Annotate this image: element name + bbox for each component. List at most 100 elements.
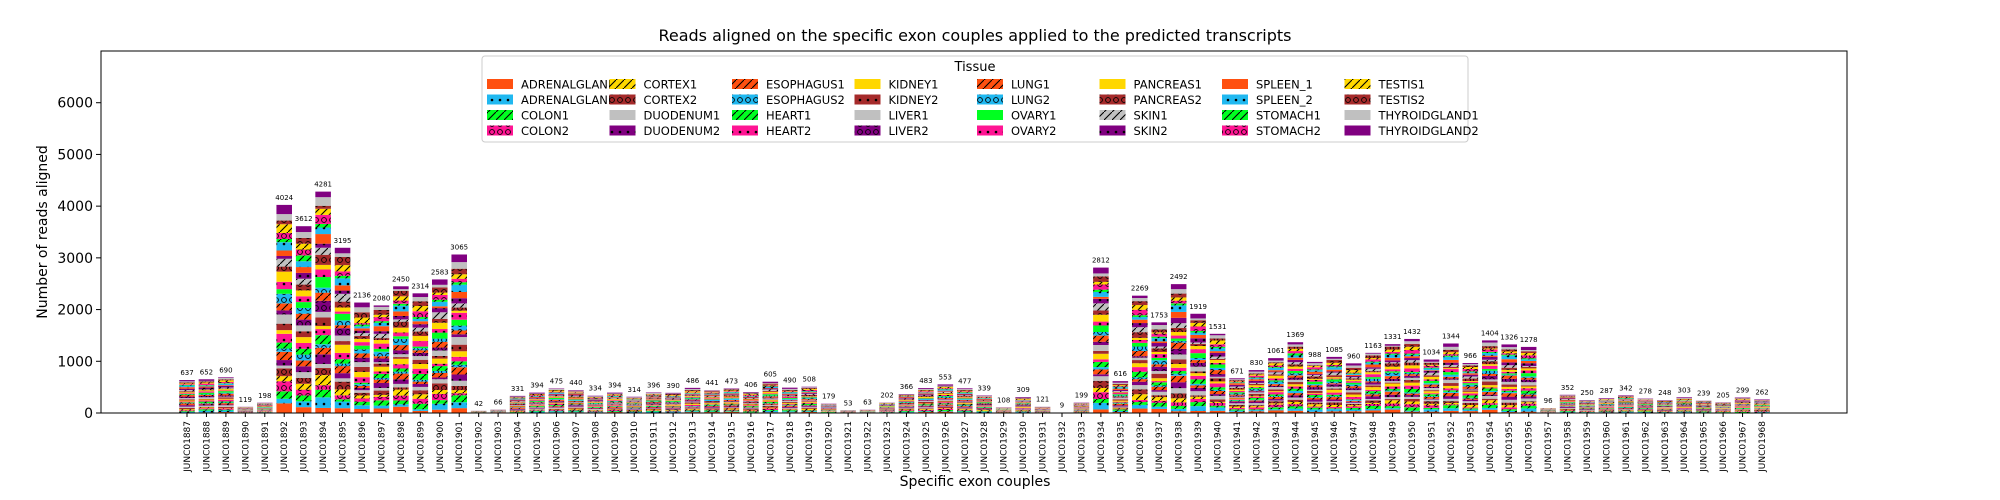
bar-segment-cortex1	[1404, 401, 1420, 405]
bar-segment-lung2	[1520, 376, 1537, 378]
bar-segment-lung2	[801, 398, 817, 400]
bar-segment-spleen_1	[665, 397, 681, 399]
bar-stack	[179, 380, 195, 413]
bar-segment-ovary1	[218, 391, 234, 393]
bar-segment-pancreas2	[1482, 361, 1498, 365]
bar-segment-esophagus2	[276, 348, 292, 352]
bar-stack	[1462, 363, 1479, 413]
bar-segment-thyroidgland2	[295, 226, 312, 233]
bar-segment-kidney2	[937, 400, 954, 402]
bar-segment-pancreas1	[1151, 352, 1167, 355]
bar-segment-lung2	[568, 400, 584, 401]
bar-segment-heart2	[937, 402, 954, 404]
bar-stack	[1268, 358, 1284, 413]
bar-segment-skin2	[1404, 358, 1420, 361]
bar-segment-spleen_1	[276, 250, 292, 257]
bar-segment-spleen_1	[1209, 351, 1226, 353]
bar-segment-spleen_1	[548, 393, 565, 395]
bar-segment-thyroidgland1	[1248, 371, 1265, 374]
bar-segment-esophagus1	[1170, 375, 1187, 383]
bar-data-label: 2583	[431, 268, 449, 276]
bar-segment-heart1	[354, 382, 370, 385]
bar-segment-cortex2	[334, 381, 351, 390]
bar-segment-spleen_1	[1462, 373, 1479, 375]
bar-segment-testis1	[801, 388, 817, 390]
bar-segment-cortex1	[1715, 411, 1731, 412]
bar-segment-pancreas1	[1462, 381, 1479, 382]
bar-segment-colon2	[626, 410, 642, 412]
bar-segment-ovary2	[1462, 381, 1479, 384]
bar-segment-ovary1	[1637, 404, 1654, 405]
bar-segment-thyroidgland2	[1209, 333, 1226, 336]
bar-segment-lung2	[1365, 378, 1381, 382]
bar-segment-stomach2	[198, 383, 215, 386]
bar-segment-testis2	[782, 389, 798, 391]
bar-segment-heart1	[1404, 388, 1420, 393]
bar-data-label: 3612	[295, 215, 313, 223]
x-tick-label: JUNC01923	[883, 421, 893, 473]
bar-segment-stomach2	[1093, 284, 1109, 290]
bar-segment-esophagus1	[1482, 392, 1498, 395]
bar-segment-testis1	[1132, 305, 1148, 310]
bar-segment-kidney1	[704, 403, 720, 405]
legend-swatch	[732, 79, 758, 89]
bar-stack	[198, 379, 215, 413]
bar-segment-colon2	[1734, 411, 1751, 412]
legend-label: ADRENALGLAND1	[521, 78, 624, 92]
bar-segment-stomach1	[393, 303, 409, 306]
bar-segment-lung2	[723, 398, 740, 400]
bar-segment-ovary1	[1345, 382, 1362, 385]
bar-segment-testis2	[568, 391, 584, 392]
bar-segment-esophagus1	[412, 381, 429, 385]
bar-segment-heart2	[1268, 392, 1284, 395]
bar-segment-ovary1	[276, 289, 292, 294]
bar-segment-kidney1	[218, 398, 234, 400]
bar-segment-adrenalgland2	[1676, 411, 1692, 413]
bar-segment-skin1	[1501, 365, 1517, 368]
bar-segment-lung1	[1754, 405, 1770, 407]
bar-segment-esophagus2	[1287, 390, 1304, 394]
bar-segment-esophagus2	[1404, 392, 1420, 394]
bar-segment-heart1	[1112, 402, 1129, 404]
legend-swatch	[609, 94, 636, 105]
bar-segment-stomach1	[1093, 289, 1109, 292]
bar-segment-skin1	[1384, 362, 1401, 364]
bar-segment-thyroidgland2	[626, 396, 642, 398]
bar-segment-stomach1	[218, 383, 234, 384]
bar-segment-heart1	[918, 404, 934, 406]
bar-segment-spleen_2	[1423, 368, 1440, 371]
bar-segment-colon2	[1559, 410, 1576, 412]
bar-segment-skin1	[373, 333, 390, 339]
bar-segment-stomach1	[1365, 361, 1381, 363]
bar-segment-lung1	[607, 402, 623, 403]
bar-segment-pancreas1	[1618, 401, 1634, 402]
bar-segment-adrenalgland2	[976, 411, 992, 413]
legend-item: SKIN2	[1099, 124, 1168, 138]
bar-segment-lung2	[548, 399, 565, 400]
bar-segment-duodenum2	[179, 405, 195, 407]
bar-segment-esophagus2	[1384, 390, 1401, 392]
bar-segment-spleen_2	[1190, 332, 1206, 335]
bar-segment-heart1	[607, 406, 623, 407]
bar-segment-stomach2	[1462, 369, 1479, 372]
x-tick-label: JUNC01955	[1505, 421, 1515, 473]
bar-segment-spleen_1	[1404, 356, 1420, 359]
bar-segment-duodenum2	[373, 382, 390, 388]
bar-segment-thyroidgland2	[1287, 342, 1304, 345]
bar-segment-colon2	[432, 393, 448, 401]
bar-segment-cortex2	[898, 408, 915, 410]
bar-data-label: 637	[180, 369, 193, 377]
bar-segment-testis1	[393, 296, 409, 301]
x-tick-label: JUNC01904	[514, 421, 524, 473]
bar-stack	[412, 293, 429, 413]
bar-segment-colon1	[762, 409, 779, 411]
bar-segment-colon1	[626, 411, 642, 412]
bar-segment-ovary1	[957, 398, 973, 400]
bar-segment-heart2	[295, 342, 312, 349]
bar-segment-lung2	[918, 399, 934, 401]
legend-swatch	[854, 125, 881, 136]
bar-segment-kidney2	[1093, 350, 1109, 354]
bar-segment-kidney1	[1695, 407, 1712, 409]
bar-segment-duodenum1	[898, 407, 915, 409]
bar-segment-testis2	[684, 390, 701, 392]
